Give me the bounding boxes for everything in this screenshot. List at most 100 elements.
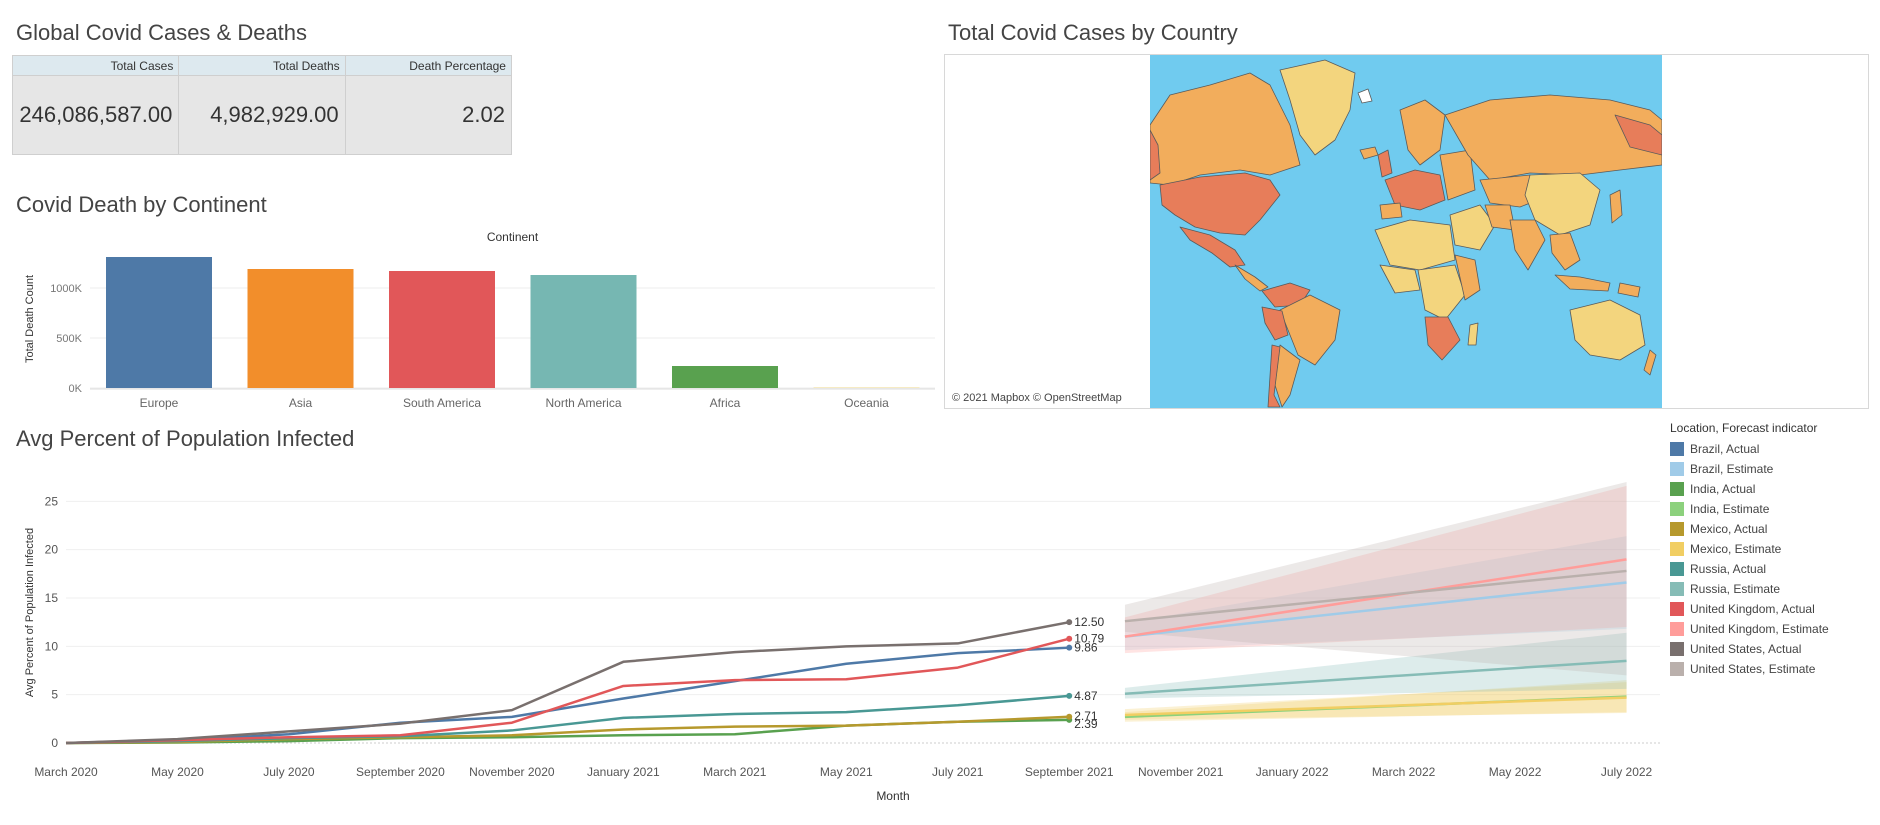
line-x-tick-label: May 2022 [1489,765,1542,779]
map-region-scandinavia [1399,99,1446,166]
map-region-greenland [1279,59,1356,156]
map-credit: © 2021 Mapbox © OpenStreetMap [952,392,1122,404]
legend-item[interactable]: United States, Estimate [1670,659,1875,679]
legend-swatch [1670,602,1684,616]
legend-label: India, Estimate [1690,502,1770,516]
world-map[interactable] [1150,55,1662,408]
bar-category-label: North America [545,396,621,410]
forecast-band [1124,632,1627,699]
bar[interactable] [247,269,354,388]
legend-item[interactable]: Brazil, Actual [1670,439,1875,459]
legend-items: Brazil, Actual Brazil, Estimate India, Act… [1670,439,1875,679]
map-title: Total Covid Cases by Country [948,20,1238,45]
series-end-point[interactable] [1066,713,1073,720]
series-end-point[interactable] [1066,635,1073,642]
bar-category-label: South America [403,396,481,410]
map-region-new-zealand [1643,349,1657,376]
legend-swatch [1670,442,1684,456]
line-x-tick-label: January 2022 [1256,765,1329,779]
legend-item[interactable]: Brazil, Estimate [1670,459,1875,479]
line-end-label: 2.71 [1074,709,1098,723]
legend-swatch [1670,462,1684,476]
series-end-point[interactable] [1066,644,1073,651]
kpi-value: 246,086,587.00 [13,76,179,154]
kpi-value: 4,982,929.00 [179,76,345,154]
map-region-india [1509,219,1546,271]
map-region-uk [1377,149,1393,178]
legend-item[interactable]: Russia, Estimate [1670,579,1875,599]
series-line[interactable] [65,620,1070,745]
series-line[interactable] [65,646,1070,745]
line-y-tick-label: 10 [45,639,59,653]
legend-item[interactable]: United Kingdom, Estimate [1670,619,1875,639]
forecast-band [1124,536,1627,651]
legend-swatch [1670,662,1684,676]
line-x-tick-label: September 2021 [1025,765,1114,779]
series-line[interactable] [1124,569,1627,623]
map-region-mexico [1179,226,1246,268]
line-x-tick-label: November 2020 [469,765,555,779]
kpi-total-deaths: Total Deaths 4,982,929.00 [179,56,346,154]
legend-item[interactable]: Mexico, Estimate [1670,539,1875,559]
map-region-far-east [1614,114,1662,156]
map-region-iceland [1359,146,1379,160]
bar-y-axis-label: Total Death Count [24,275,36,363]
line-chart: 0 5 10 15 20 25 Avg Percent of Population Infe… [24,482,1660,803]
line-x-axis-label: Month [876,789,909,803]
bar-category-label: Oceania [844,396,889,410]
legend-swatch [1670,582,1684,596]
line-x-tick-label: May 2021 [820,765,873,779]
map-region-iberia [1379,202,1403,220]
legend-title: Location, Forecast indicator [1670,421,1818,435]
legend-swatch [1670,522,1684,536]
map-region-australia [1569,299,1646,361]
line-chart-title: Avg Percent of Population Infected [16,426,355,451]
bar-chart-header: Continent [487,230,539,244]
map-region-eastern-europe [1439,149,1476,201]
bar[interactable] [530,275,637,388]
bar-y-tick-label: 0K [69,383,83,395]
forecast-band [1124,485,1627,654]
map-region-east-africa [1454,254,1481,301]
series-line[interactable] [1124,659,1627,695]
legend-label: Russia, Estimate [1690,582,1781,596]
series-end-point[interactable] [1066,619,1073,626]
legend-item[interactable]: Russia, Actual [1670,559,1875,579]
map-region-madagascar [1467,322,1479,346]
series-line[interactable] [1124,558,1627,638]
line-x-tick-label: November 2021 [1138,765,1224,779]
legend-item[interactable]: United States, Actual [1670,639,1875,659]
line-end-label: 12.50 [1074,615,1104,629]
map-region-north-africa [1374,219,1456,271]
bar[interactable] [389,271,495,388]
legend-swatch [1670,562,1684,576]
map-region-central-africa [1417,264,1466,321]
legend-item[interactable]: India, Actual [1670,479,1875,499]
series-end-point[interactable] [1066,692,1073,699]
legend-label: Brazil, Actual [1690,442,1760,456]
kpi-header: Total Deaths [179,56,345,76]
legend-item[interactable]: United Kingdom, Actual [1670,599,1875,619]
kpi-header: Total Cases [13,56,179,76]
legend-item[interactable]: India, Estimate [1670,499,1875,519]
series-line[interactable] [65,637,1070,745]
bar[interactable] [106,257,212,388]
world-map-shapes [1150,59,1662,408]
map-region-indonesia [1554,274,1611,292]
map-region-chile [1267,344,1281,408]
legend-swatch [1670,642,1684,656]
line-x-tick-label: September 2020 [356,765,445,779]
series-line[interactable] [1124,581,1627,638]
bar-category-label: Asia [289,396,313,410]
line-x-tick-label: March 2022 [1372,765,1436,779]
bar-category-label: Europe [140,396,179,410]
legend-label: United Kingdom, Actual [1690,602,1815,616]
series-line[interactable] [1124,696,1627,717]
legend-label: United States, Estimate [1690,662,1816,676]
map-region-canada [1150,72,1301,186]
legend-item[interactable]: Mexico, Actual [1670,519,1875,539]
legend-label: United Kingdom, Estimate [1690,622,1829,636]
map-region-svalbard [1357,88,1373,104]
legend-swatch [1670,622,1684,636]
bar[interactable] [672,366,778,388]
